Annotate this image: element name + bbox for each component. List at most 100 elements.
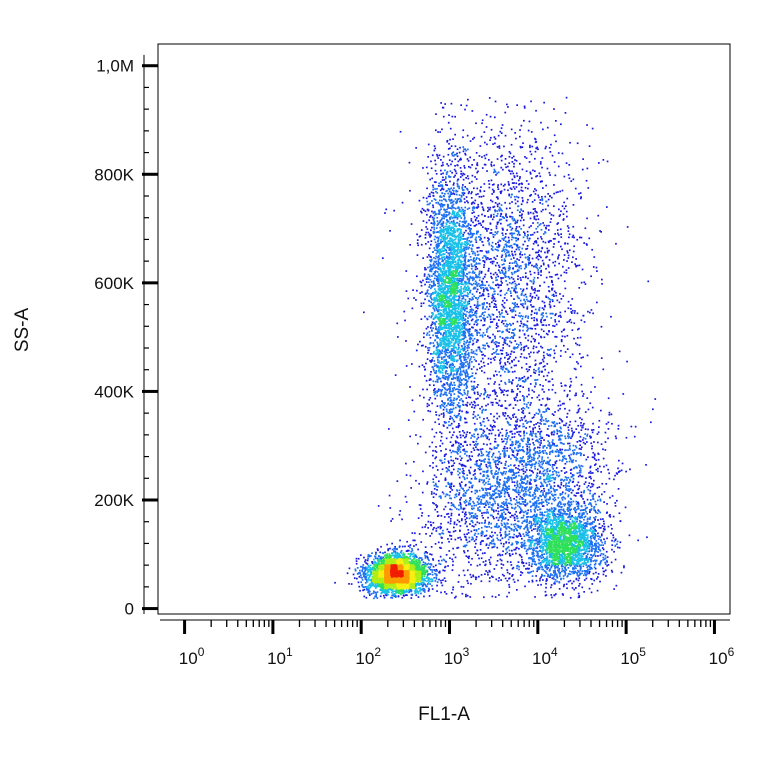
- data-point: [572, 449, 574, 452]
- data-point: [356, 567, 359, 569]
- data-point: [435, 484, 437, 486]
- data-point: [512, 332, 515, 334]
- data-point: [496, 467, 498, 469]
- data-point: [504, 325, 507, 327]
- data-point: [554, 493, 557, 496]
- data-point: [468, 355, 470, 357]
- data-point: [492, 296, 495, 298]
- data-point: [529, 279, 532, 282]
- data-point: [417, 343, 419, 346]
- data-point: [470, 218, 473, 220]
- data-point: [562, 480, 565, 482]
- data-point: [496, 246, 498, 248]
- data-point: [478, 279, 481, 282]
- data-point: [501, 537, 504, 540]
- data-point: [427, 515, 430, 517]
- data-point: [499, 374, 502, 377]
- data-point: [436, 469, 439, 471]
- data-point: [579, 474, 581, 477]
- data-point: [436, 405, 439, 407]
- data-point: [492, 419, 495, 422]
- data-point: [428, 281, 430, 283]
- data-point: [475, 515, 478, 517]
- data-point: [470, 538, 473, 541]
- data-point: [518, 214, 521, 217]
- data-point: [500, 391, 503, 394]
- data-point: [606, 206, 608, 208]
- data-point: [531, 389, 534, 392]
- data-point: [538, 428, 541, 430]
- data-point: [480, 452, 483, 454]
- data-point: [594, 567, 597, 570]
- data-point: [563, 479, 566, 481]
- data-point: [541, 467, 544, 470]
- data-point: [583, 513, 585, 515]
- data-point: [499, 529, 502, 531]
- data-point: [429, 566, 432, 568]
- data-point: [556, 273, 559, 276]
- data-point: [523, 492, 525, 495]
- data-point: [452, 378, 454, 380]
- data-point: [465, 433, 468, 436]
- data-point: [550, 450, 552, 453]
- data-point: [509, 290, 512, 293]
- data-point: [581, 586, 584, 589]
- data-point: [388, 494, 391, 497]
- data-point: [425, 243, 427, 245]
- data-point: [443, 383, 445, 385]
- data-point: [503, 316, 505, 318]
- data-point: [444, 103, 446, 105]
- data-point: [478, 497, 481, 500]
- data-point: [539, 175, 542, 178]
- data-point: [448, 550, 451, 552]
- data-point: [500, 559, 503, 562]
- data-point: [536, 290, 539, 292]
- data-point: [472, 138, 474, 140]
- data-point: [474, 280, 477, 283]
- data-point: [429, 521, 432, 524]
- data-point: [528, 393, 530, 396]
- data-point: [495, 401, 498, 404]
- data-point: [472, 500, 474, 503]
- data-point: [477, 203, 479, 206]
- data-point: [521, 366, 523, 369]
- data-point: [448, 540, 450, 543]
- data-point: [511, 381, 513, 384]
- data-point: [522, 210, 524, 213]
- data-point: [503, 273, 505, 276]
- data-point: [560, 427, 562, 430]
- data-point: [604, 431, 607, 434]
- data-point: [484, 311, 486, 313]
- data-point: [564, 407, 566, 410]
- data-point: [599, 511, 602, 514]
- data-point: [571, 481, 574, 484]
- data-point: [441, 462, 444, 464]
- data-point: [494, 100, 497, 103]
- data-point: [503, 258, 506, 260]
- data-point: [492, 452, 495, 455]
- data-point: [560, 274, 562, 277]
- data-point: [432, 204, 434, 207]
- data-point: [544, 404, 547, 407]
- data-point: [522, 412, 525, 415]
- data-point: [560, 349, 562, 352]
- data-point: [489, 465, 492, 467]
- data-point: [569, 386, 571, 388]
- data-point: [486, 143, 488, 146]
- data-point: [465, 385, 468, 387]
- data-point: [476, 549, 478, 552]
- data-point: [445, 560, 447, 563]
- data-point: [518, 469, 521, 471]
- data-point: [487, 216, 490, 218]
- data-point: [463, 384, 466, 386]
- data-point: [440, 413, 443, 415]
- data-point: [497, 503, 499, 505]
- data-point: [480, 428, 483, 431]
- data-point: [507, 465, 510, 467]
- data-point: [481, 312, 484, 314]
- data-point: [510, 366, 513, 369]
- data-point: [580, 424, 582, 427]
- data-point: [573, 494, 576, 497]
- data-point: [372, 592, 375, 594]
- data-point: [494, 248, 497, 251]
